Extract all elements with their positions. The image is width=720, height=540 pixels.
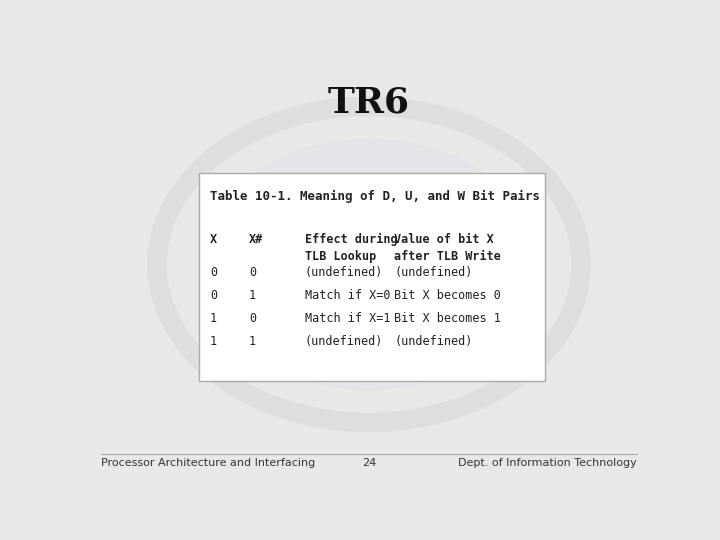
- Text: 1: 1: [249, 289, 256, 302]
- Text: TR6: TR6: [328, 85, 410, 119]
- Text: Bit X becomes 1: Bit X becomes 1: [394, 312, 501, 325]
- Text: 24: 24: [362, 458, 376, 468]
- Text: Dept. of Information Technology: Dept. of Information Technology: [458, 458, 637, 468]
- Text: 1: 1: [210, 312, 217, 325]
- Text: Processor Architecture and Interfacing: Processor Architecture and Interfacing: [101, 458, 315, 468]
- Text: (undefined): (undefined): [394, 335, 472, 348]
- Text: Match if X=1: Match if X=1: [305, 312, 390, 325]
- Text: (undefined): (undefined): [305, 335, 383, 348]
- FancyBboxPatch shape: [199, 173, 545, 381]
- Text: X: X: [210, 233, 217, 246]
- Text: Match if X=0: Match if X=0: [305, 289, 390, 302]
- Text: (undefined): (undefined): [305, 266, 383, 280]
- Text: 1: 1: [249, 335, 256, 348]
- Text: Table 10-1. Meaning of D, U, and W Bit Pairs: Table 10-1. Meaning of D, U, and W Bit P…: [210, 190, 540, 202]
- Text: X#: X#: [249, 233, 264, 246]
- Text: 0: 0: [210, 266, 217, 280]
- Text: Effect during
TLB Lookup: Effect during TLB Lookup: [305, 233, 397, 264]
- Text: (undefined): (undefined): [394, 266, 472, 280]
- Text: 0: 0: [249, 312, 256, 325]
- Text: 1: 1: [210, 335, 217, 348]
- Text: 0: 0: [249, 266, 256, 280]
- Text: Bit X becomes 0: Bit X becomes 0: [394, 289, 501, 302]
- Circle shape: [202, 140, 536, 389]
- Text: 0: 0: [210, 289, 217, 302]
- Text: Value of bit X
after TLB Write: Value of bit X after TLB Write: [394, 233, 501, 263]
